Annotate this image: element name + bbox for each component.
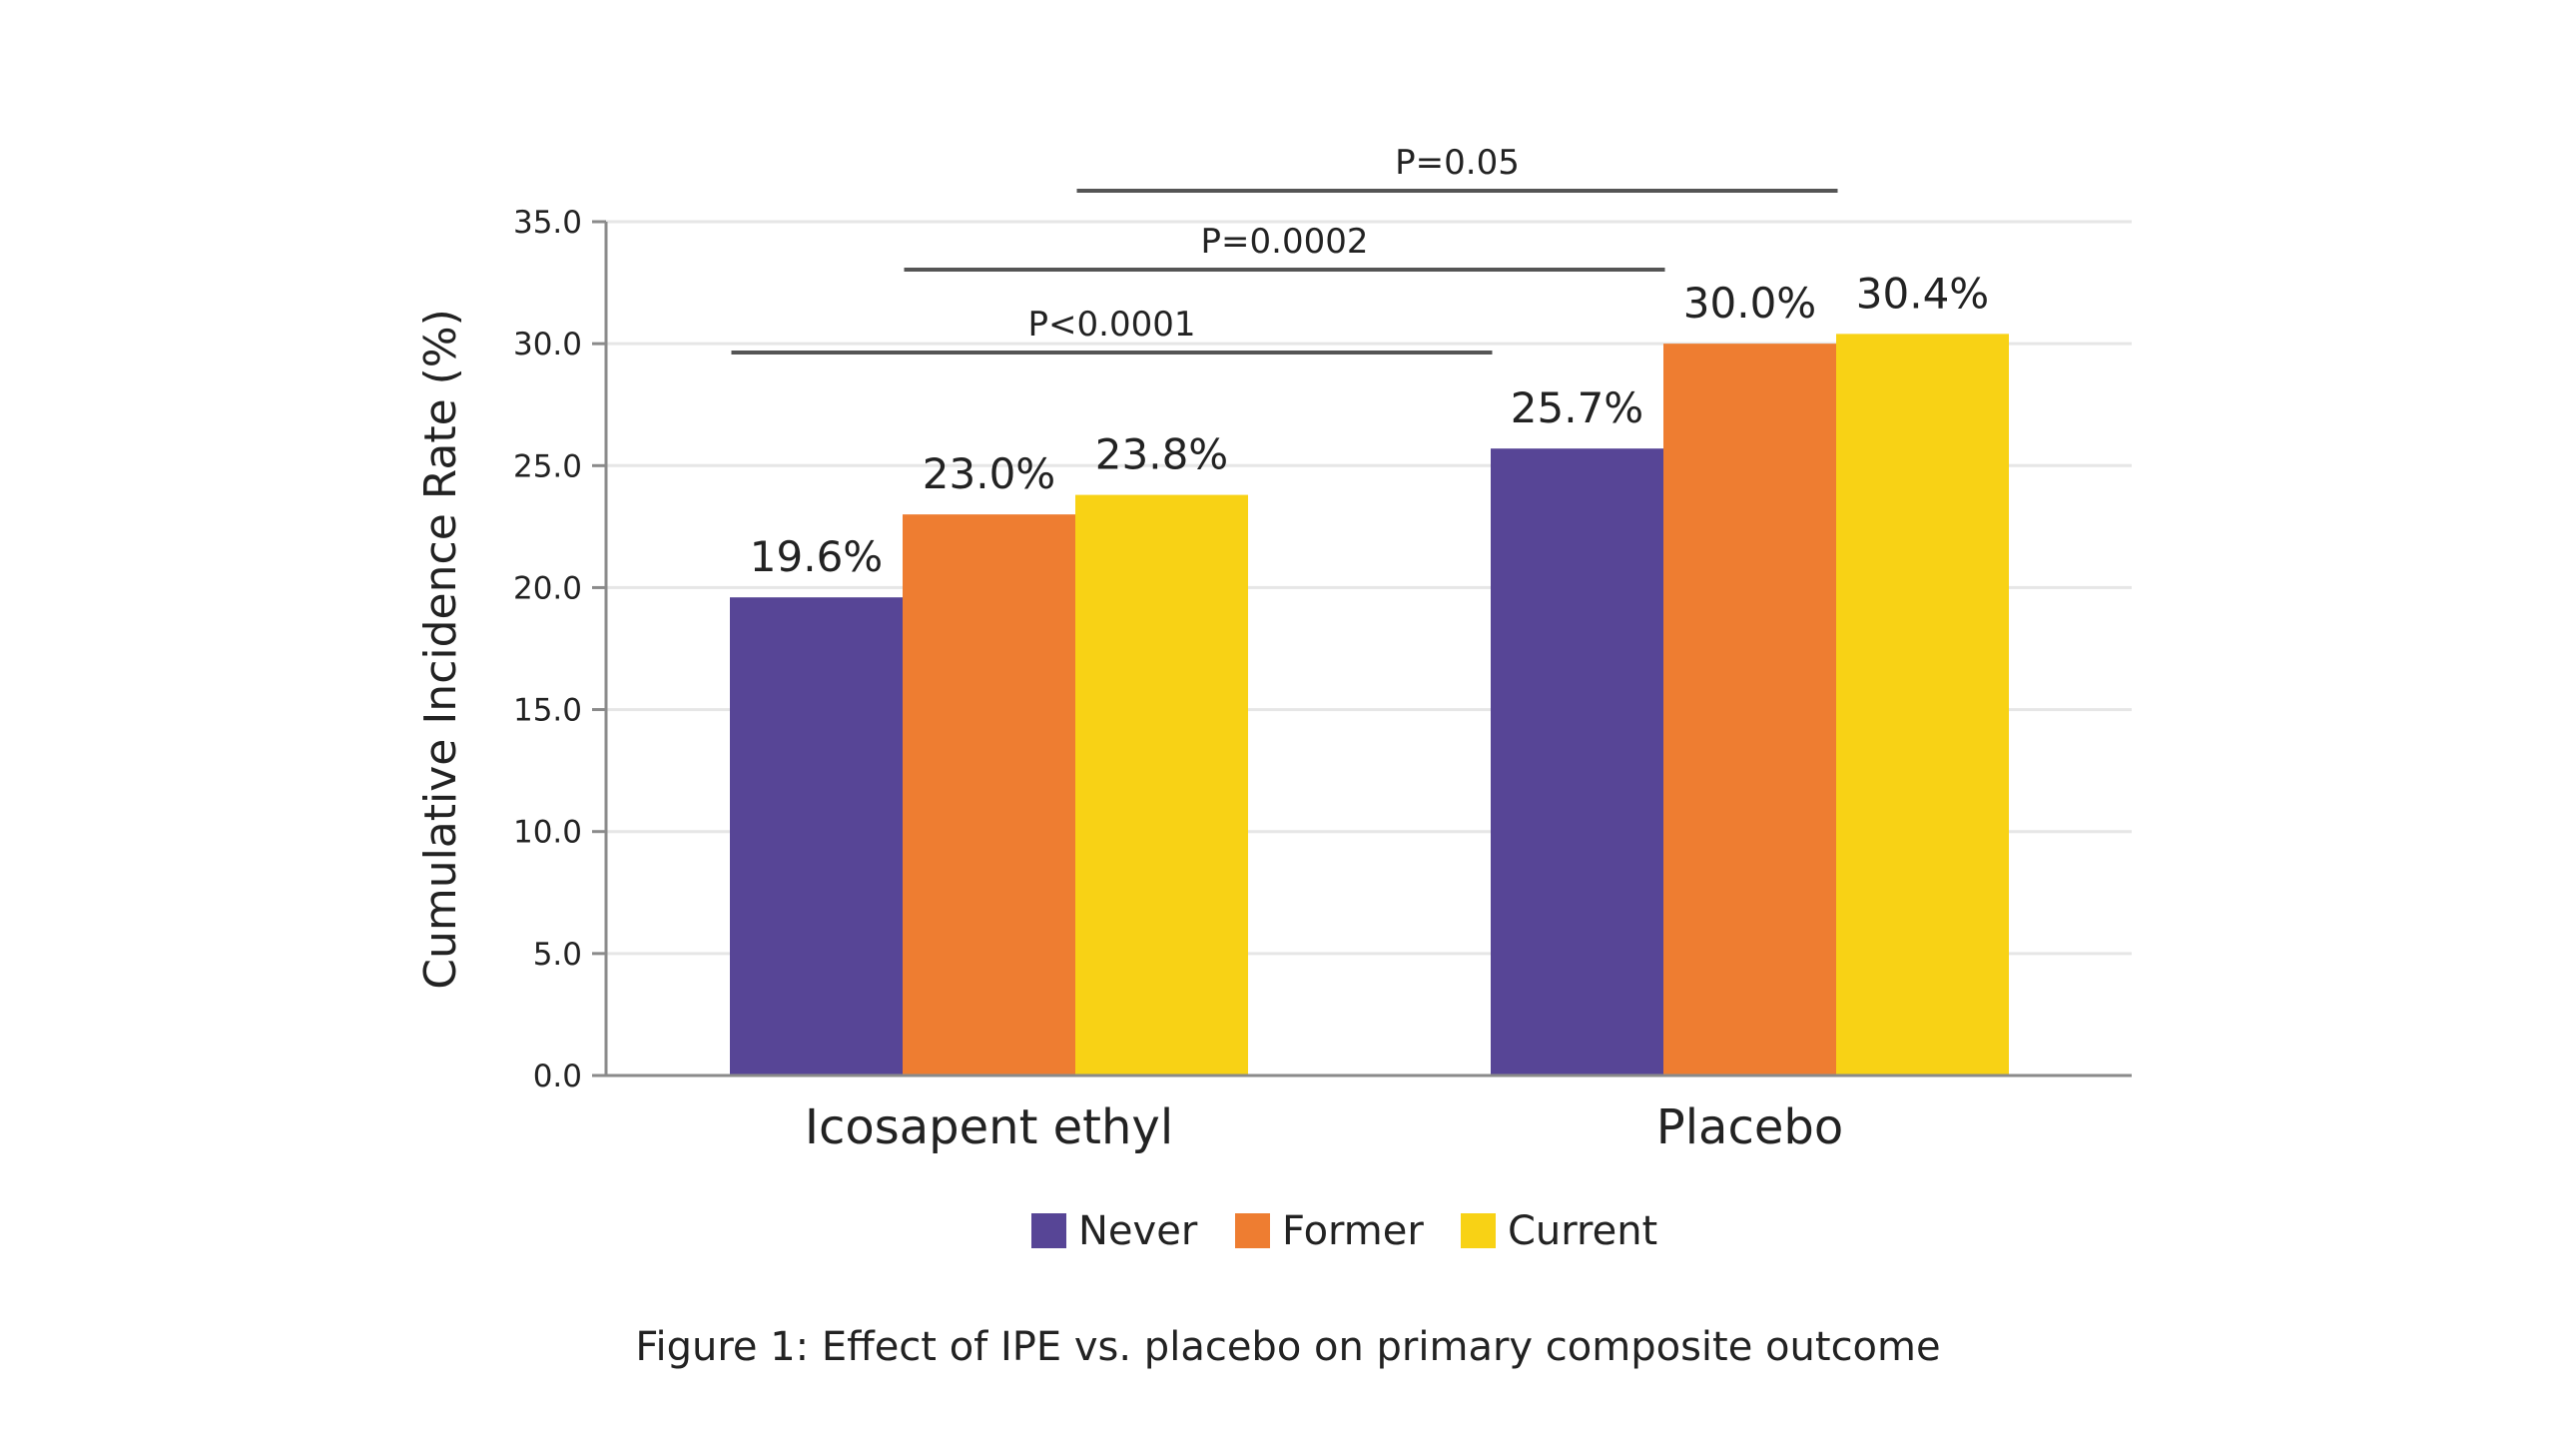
legend-label-never: Never	[1078, 1208, 1198, 1254]
legend-label-former: Former	[1282, 1208, 1424, 1254]
bar-never-1	[730, 597, 903, 1075]
data-label: 23.0%	[923, 449, 1055, 498]
y-tick-label: 5.0	[533, 937, 582, 973]
legend-swatch-former	[1235, 1213, 1270, 1248]
p-value-label: P=0.05	[1395, 143, 1520, 183]
legend: Never Former Current	[1031, 1208, 1657, 1254]
legend-label-current: Current	[1508, 1208, 1657, 1254]
data-label: 25.7%	[1511, 383, 1643, 432]
y-tick-label: 20.0	[513, 570, 582, 606]
figure-caption: Figure 1: Effect of IPE vs. placebo on p…	[635, 1324, 1940, 1370]
bar-never-2	[1491, 448, 1663, 1076]
y-tick-label: 15.0	[513, 693, 582, 729]
y-tick-label: 25.0	[513, 448, 582, 484]
significance-brackets: P<0.0001 P=0.0002 P=0.05	[731, 143, 1838, 355]
bar-former-2	[1663, 344, 1836, 1076]
y-axis-title: Cumulative Incidence Rate (%)	[415, 309, 466, 990]
legend-swatch-never	[1031, 1213, 1066, 1248]
bar-former-1	[903, 514, 1075, 1075]
bar-current-1	[1075, 494, 1248, 1076]
x-category-label: Icosapent ethyl	[805, 1099, 1173, 1155]
legend-swatch-current	[1461, 1213, 1496, 1248]
x-category-label: Placebo	[1656, 1099, 1843, 1155]
data-label: 19.6%	[750, 532, 883, 581]
y-tick-label: 35.0	[513, 205, 582, 241]
data-label: 23.8%	[1095, 430, 1228, 479]
p-value-label: P=0.0002	[1201, 222, 1369, 262]
data-label: 30.0%	[1683, 279, 1816, 328]
data-labels: 19.6% 23.0% 23.8% 25.7% 30.0% 30.4%	[750, 269, 1989, 581]
y-tick-label: 0.0	[533, 1059, 582, 1094]
bars	[730, 334, 2009, 1076]
p-value-label: P<0.0001	[1028, 305, 1196, 345]
bar-current-2	[1836, 334, 2009, 1075]
y-tick-label: 30.0	[513, 327, 582, 362]
data-label: 30.4%	[1856, 269, 1989, 318]
y-tick-label: 10.0	[513, 815, 582, 851]
axes: 0.0 5.0 10.0 15.0 20.0 25.0 30.0 35.0 Icosapent …	[513, 205, 2132, 1155]
